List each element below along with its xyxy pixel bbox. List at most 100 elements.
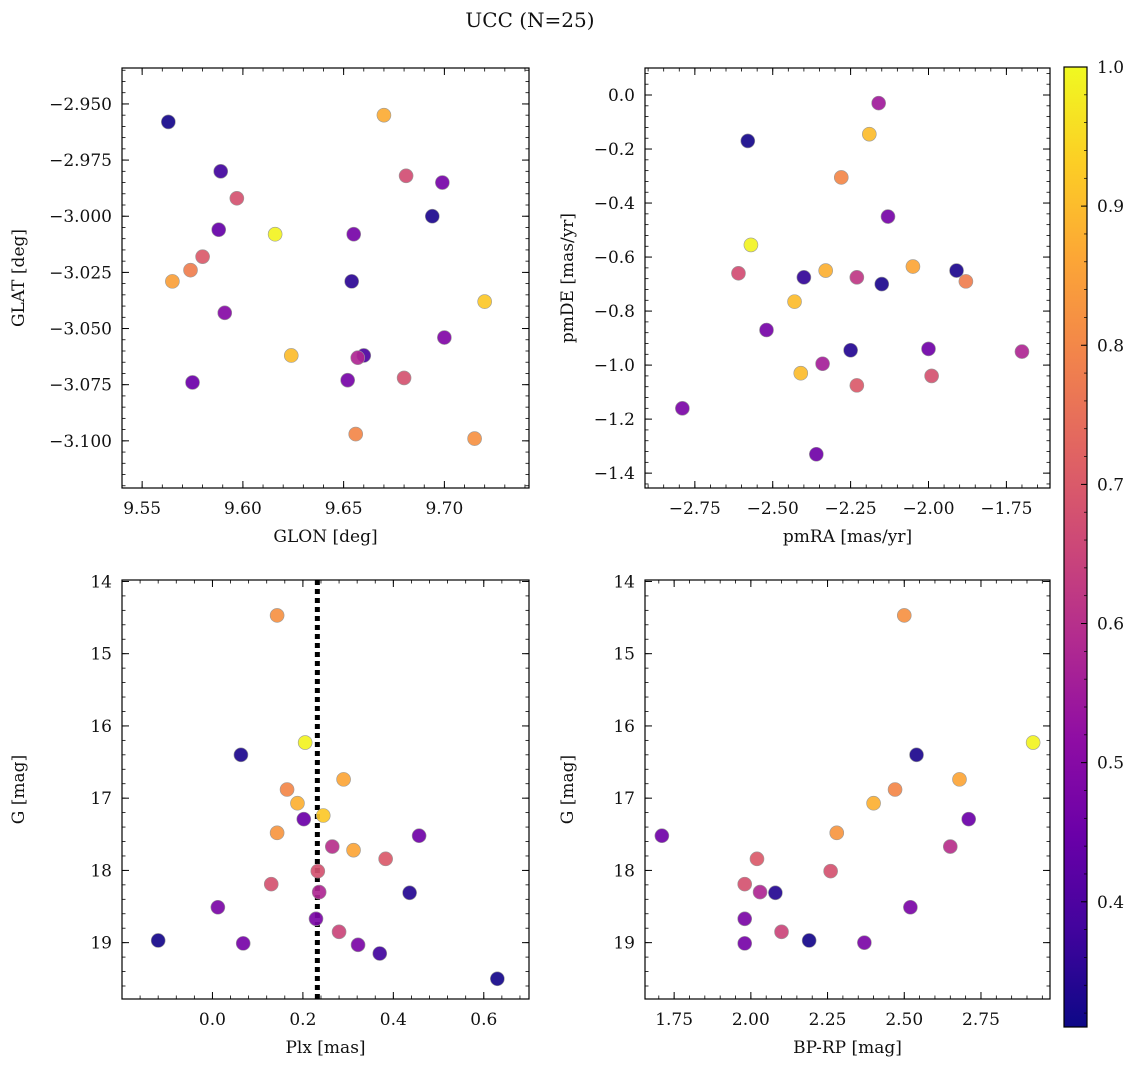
data-point [961,811,976,827]
data-point [752,884,768,900]
y-tick-label: −0.4 [594,194,635,214]
data-point [217,305,233,321]
y-tick-label: 14 [613,572,635,592]
data-point [731,265,746,281]
data-point [269,608,285,623]
panels: 9.55 9.60 9.65 9.70 −2.950 −2.975 −3.000 −3.025… [9,67,1051,1058]
y-tick-label: −0.6 [594,248,635,268]
data-point [344,274,359,289]
data-point [740,133,756,149]
data-point [952,772,967,787]
y-tick-label: 18 [613,861,635,881]
data-point [195,249,210,264]
y-tick-label: 15 [613,645,635,665]
colorbar-gradient [1064,67,1087,1027]
y-tick-label: 18 [90,861,112,881]
data-point [346,842,361,858]
data-point [283,348,299,363]
data-point [924,368,939,384]
x-tick-label: 2.00 [732,1010,770,1030]
data-point [402,885,417,901]
data-point [796,270,812,285]
scatter-panel-2: −2.75 −2.50 −2.25 −2.00 −1.75 0.0 −0.2 −0.4 −0.6… [558,67,1051,547]
data-point [296,811,312,827]
y-tick-label: −3.100 [49,432,112,452]
y-tick-label: 17 [90,789,112,809]
data-point [211,222,227,238]
data-point [866,795,881,811]
x-tick-label: 9.70 [425,499,463,519]
data-point [490,971,505,987]
data-point [737,936,753,951]
data-point [654,828,670,844]
data-point [290,795,305,811]
y-tick-label: 14 [90,572,112,592]
plot-frame [121,579,530,1000]
data-point [311,884,327,900]
y-tick-label: 0.0 [608,86,635,106]
data-point [477,294,492,309]
data-point [396,370,412,386]
x-tick-label: 9.55 [123,499,161,519]
data-point [324,839,340,854]
x-tick-label: −2.25 [825,499,877,519]
data-point [857,935,872,950]
data-point [849,378,865,393]
colorbar-tick-label: 1.0 [1097,58,1124,78]
colorbar: 0.4 0.5 0.6 0.7 0.8 0.9 1.0 [1063,58,1124,1028]
data-point [315,808,331,823]
y-tick-label: −1.2 [594,410,635,430]
colorbar-tick-label: 0.4 [1097,893,1124,913]
data-point [297,735,313,750]
data-point [896,608,912,623]
y-tick-label: −2.975 [49,151,112,171]
data-point [774,924,789,940]
data-point [743,237,759,253]
colorbar-tick-label: 0.6 [1097,615,1124,635]
data-point [905,259,921,274]
data-point [331,924,347,940]
data-point [874,276,890,292]
colorbar-frame [1063,66,1088,1028]
y-tick-label: −1.4 [594,464,635,484]
data-point [958,274,974,289]
scatter-panel-4: 1.75 2.00 2.25 2.50 2.75 14 15 16 17 18 19 BP-RP [m… [558,572,1051,1058]
plot-frame [644,67,1051,489]
x-tick-label: 0.6 [470,1010,497,1030]
data-point [880,209,896,224]
data-point [829,825,845,841]
scatter-panel-1: 9.55 9.60 9.65 9.70 −2.950 −2.975 −3.000 −3.025… [9,67,530,547]
x-tick-label: −1.75 [980,499,1032,519]
data-point [229,190,245,206]
data-point [437,330,452,345]
data-point [378,851,393,867]
data-point [263,876,279,892]
data-point [185,375,200,390]
data-point [213,164,229,179]
figure-title: UCC (N=25) [465,8,594,32]
x-tick-label: 0.0 [199,1010,226,1030]
data-point [887,782,903,797]
y-tick-label: 16 [90,717,112,737]
x-tick-label: −2.50 [747,499,799,519]
data-point [308,911,324,927]
data-point [818,263,833,278]
y-tick-label: 15 [90,645,112,665]
data-point [279,782,295,797]
data-point [310,863,326,879]
y-tick-label: −0.8 [594,302,635,322]
colorbar-tick-label: 0.8 [1097,336,1124,356]
x-axis-label: Plx [mas] [285,1038,365,1058]
data-point [871,95,886,111]
data-point [161,114,176,130]
data-point [346,226,362,242]
x-tick-label: 0.2 [289,1010,316,1030]
x-tick-label: 2.50 [885,1010,923,1030]
y-axis-label: G [mag] [9,755,29,824]
data-point [849,270,865,285]
data-point [467,431,482,446]
colorbar-tick-label: 0.5 [1097,754,1124,774]
data-point [348,426,364,442]
y-tick-label: −0.2 [594,140,635,160]
y-axis-label: GLAT [deg] [9,229,29,327]
